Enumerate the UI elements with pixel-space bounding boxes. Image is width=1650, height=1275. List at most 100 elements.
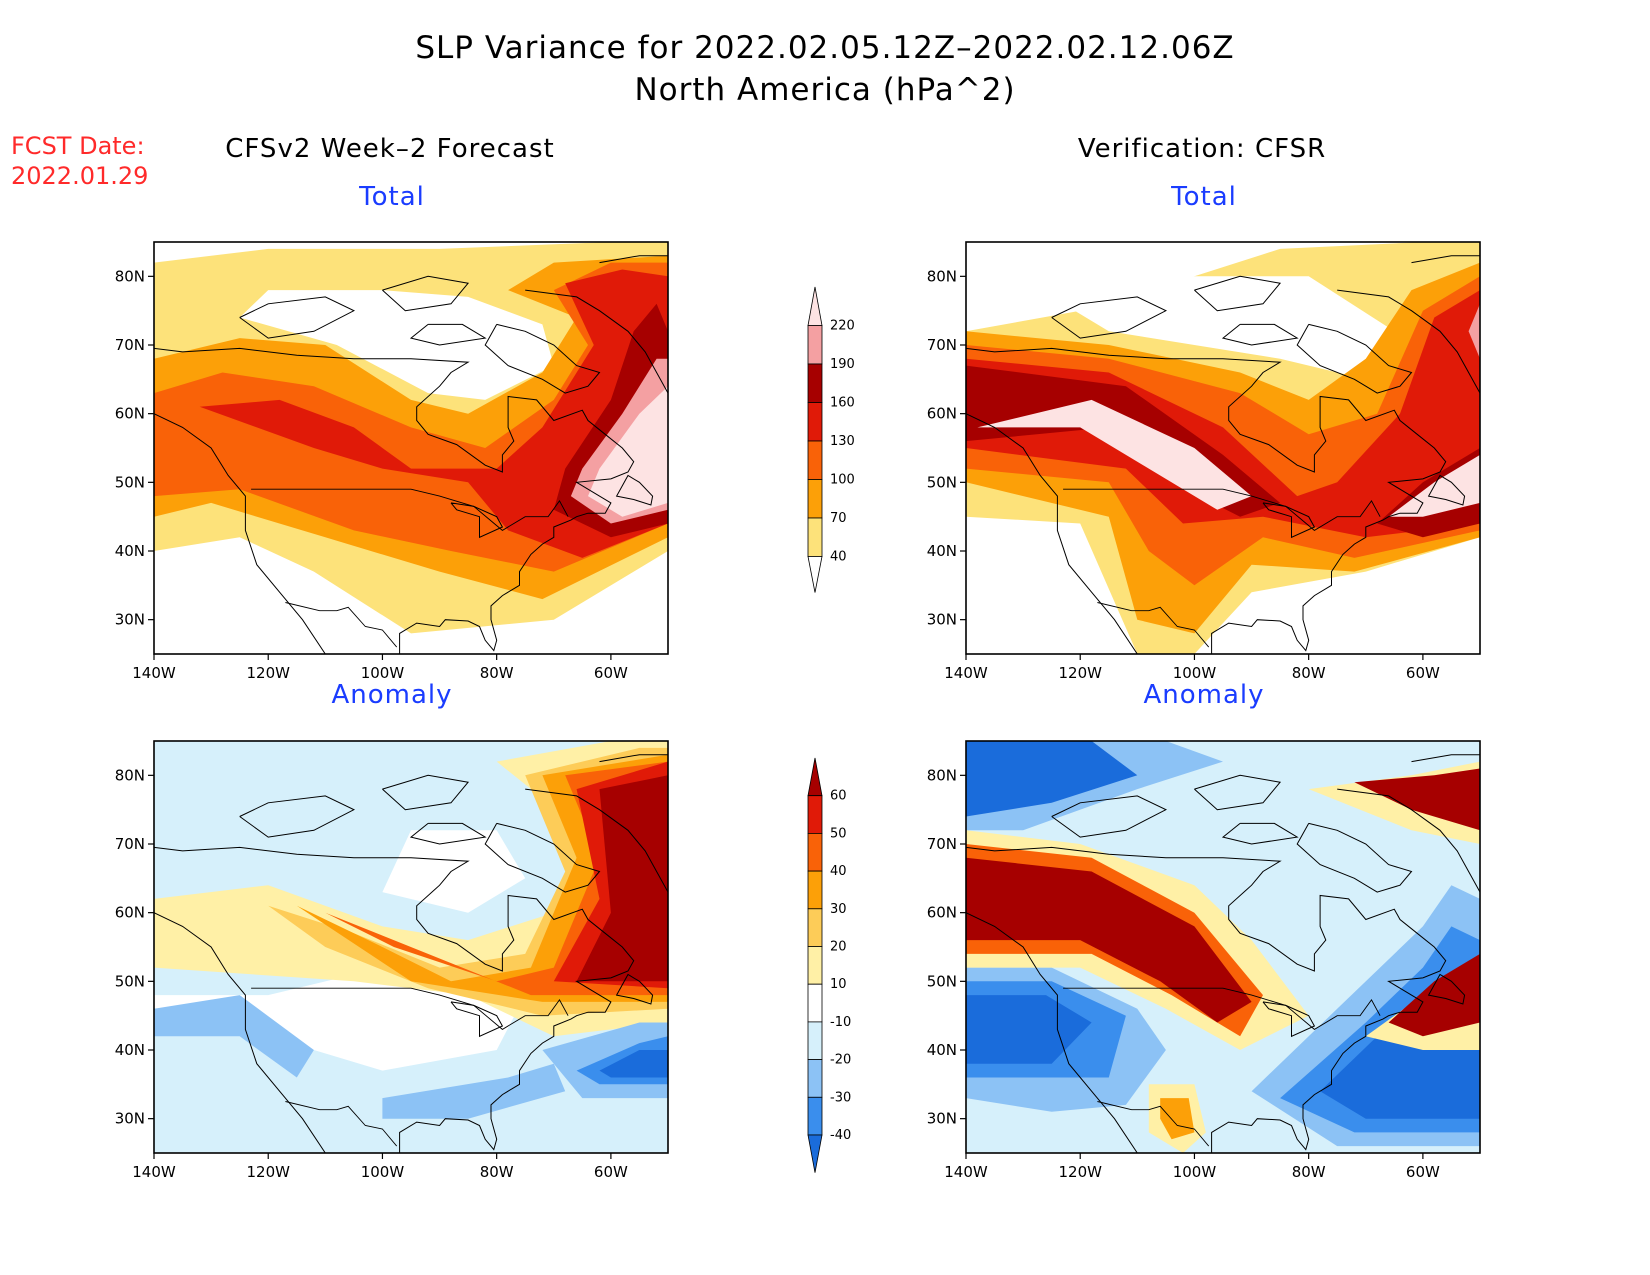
contour-region bbox=[977, 399, 1252, 510]
verification-total-map: 80N 70N 60N 50N 40N 30N 140W 120W 100W 80W 60W bbox=[912, 238, 1532, 688]
coastline bbox=[966, 846, 1447, 1153]
coastline bbox=[1337, 289, 1480, 394]
border-line bbox=[285, 1101, 398, 1147]
colorbar-label: 130 bbox=[830, 434, 855, 449]
contour-region bbox=[1354, 768, 1480, 831]
contour-region bbox=[1468, 303, 1480, 359]
colorbar-swatch bbox=[807, 517, 823, 557]
colorbar-swatch bbox=[807, 440, 823, 480]
colorbar-swatch bbox=[807, 757, 823, 797]
lat-tick-label: 40N bbox=[927, 542, 957, 560]
coastline bbox=[450, 502, 504, 539]
colorbar-swatch bbox=[807, 556, 823, 593]
border-line bbox=[1097, 1101, 1210, 1147]
coastline bbox=[1194, 275, 1282, 312]
p4-svg: 80N 70N 60N 50N 40N 30N 140W 120W 100W 80W 60W bbox=[927, 740, 1481, 1181]
cb2-svg: -40 -30 -20 -10 10 20 30 40 50 60 bbox=[807, 757, 851, 1173]
coastline bbox=[1051, 795, 1168, 838]
verification-total-title: Total bbox=[1171, 182, 1237, 212]
lat-tick-label: 70N bbox=[115, 835, 145, 853]
coastline bbox=[966, 912, 1138, 1153]
lon-tick-label: 120W bbox=[1058, 1163, 1102, 1181]
colorbar-swatch bbox=[807, 325, 823, 365]
lon-tick-label: 60W bbox=[594, 664, 628, 682]
p2-svg: 80N 70N 60N 50N 40N 30N 140W 120W 100W 80W 60W bbox=[927, 241, 1481, 682]
colorbar-swatch bbox=[807, 833, 823, 872]
lon-tick-label: 120W bbox=[246, 664, 290, 682]
lon-tick-label: 60W bbox=[1406, 1163, 1440, 1181]
contour-region bbox=[199, 269, 668, 558]
lat-tick-label: 80N bbox=[115, 267, 145, 285]
coastline bbox=[1221, 822, 1299, 845]
colorbar-label: 40 bbox=[830, 550, 847, 565]
colorbar-label: 10 bbox=[830, 977, 847, 992]
lat-tick-label: 50N bbox=[115, 473, 145, 491]
lon-tick-label: 120W bbox=[246, 1163, 290, 1181]
coastline bbox=[154, 347, 635, 654]
coastline bbox=[1337, 788, 1480, 893]
coastline bbox=[1411, 754, 1480, 763]
lon-tick-label: 80W bbox=[1292, 664, 1326, 682]
coastline bbox=[1411, 255, 1480, 264]
contour-region bbox=[588, 386, 668, 517]
colorbar-label: 190 bbox=[830, 357, 855, 372]
lat-tick-label: 50N bbox=[927, 972, 957, 990]
coastline bbox=[154, 846, 635, 1153]
colorbar-swatch bbox=[807, 946, 823, 985]
lat-tick-label: 80N bbox=[115, 766, 145, 784]
fcst-label: FCST Date: bbox=[11, 132, 145, 160]
colorbar-swatch bbox=[807, 795, 823, 834]
map-frame bbox=[153, 740, 669, 1154]
colorbar-swatch bbox=[807, 1021, 823, 1060]
contour-region bbox=[599, 1050, 668, 1078]
verification-anomaly-title: Anomaly bbox=[1143, 680, 1265, 710]
coastline bbox=[1221, 323, 1299, 346]
cb1-svg: 40 70 100 130 160 190 220 bbox=[807, 286, 855, 593]
colorbar-label: 30 bbox=[830, 902, 847, 917]
lat-tick-label: 80N bbox=[927, 267, 957, 285]
lat-tick-label: 60N bbox=[115, 904, 145, 922]
colorbar-swatch bbox=[807, 479, 823, 519]
coastline bbox=[1296, 323, 1413, 394]
lon-tick-label: 100W bbox=[1173, 664, 1217, 682]
colorbar-label: -20 bbox=[830, 1053, 851, 1068]
lat-tick-label: 30N bbox=[927, 1110, 957, 1128]
forecast-anomaly-title: Anomaly bbox=[331, 680, 453, 710]
coastline bbox=[1262, 1001, 1316, 1038]
coastline bbox=[484, 822, 601, 893]
lat-tick-label: 60N bbox=[927, 904, 957, 922]
anomaly-colorbar: -40 -30 -20 -10 10 20 30 40 50 60 bbox=[790, 748, 870, 1207]
map-frame bbox=[965, 241, 1481, 655]
lon-tick-label: 140W bbox=[132, 664, 176, 682]
p1-svg: 80N 70N 60N 50N 40N 30N 140W 120W 100W 80W 60W bbox=[115, 241, 669, 682]
contour-region bbox=[966, 741, 1138, 817]
contour-region bbox=[576, 775, 668, 982]
colorbar-swatch bbox=[807, 1134, 823, 1173]
coastline bbox=[1427, 973, 1466, 1005]
colorbar-swatch bbox=[807, 983, 823, 1023]
forecast-anomaly-map: 80N 70N 60N 50N 40N 30N 140W 120W 100W 80W 60W bbox=[100, 737, 720, 1187]
border-line bbox=[251, 987, 569, 1030]
lon-tick-label: 140W bbox=[944, 1163, 988, 1181]
colorbar-swatch bbox=[807, 870, 823, 910]
lon-tick-label: 100W bbox=[361, 1163, 405, 1181]
coastline bbox=[966, 413, 1138, 654]
lon-tick-label: 80W bbox=[480, 664, 514, 682]
main-title: SLP Variance for 2022.02.05.12Z–2022.02.… bbox=[415, 30, 1235, 66]
border-line bbox=[1063, 488, 1381, 531]
coastline bbox=[525, 788, 668, 893]
lat-tick-label: 70N bbox=[927, 336, 957, 354]
coastline bbox=[599, 255, 668, 264]
colorbar-label: 100 bbox=[830, 473, 855, 488]
lat-tick-label: 40N bbox=[927, 1041, 957, 1059]
lon-tick-label: 80W bbox=[1292, 1163, 1326, 1181]
coastline bbox=[1194, 774, 1282, 811]
coastline bbox=[1296, 822, 1413, 893]
coastline bbox=[239, 795, 356, 838]
colorbar-swatch bbox=[807, 908, 823, 947]
colorbar-label: 20 bbox=[830, 940, 847, 955]
lat-tick-label: 30N bbox=[927, 611, 957, 629]
lon-tick-label: 100W bbox=[1173, 1163, 1217, 1181]
coastline bbox=[484, 323, 601, 394]
coastline bbox=[450, 1001, 504, 1038]
